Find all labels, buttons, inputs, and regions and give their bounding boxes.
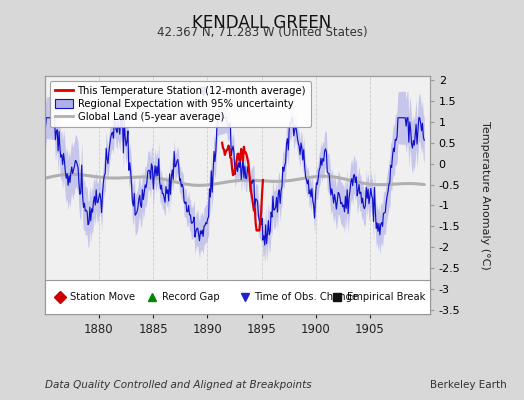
Text: Data Quality Controlled and Aligned at Breakpoints: Data Quality Controlled and Aligned at B… <box>45 380 311 390</box>
Text: KENDALL GREEN: KENDALL GREEN <box>192 14 332 32</box>
Text: Record Gap: Record Gap <box>162 292 220 302</box>
Y-axis label: Temperature Anomaly (°C): Temperature Anomaly (°C) <box>480 121 490 269</box>
Legend: This Temperature Station (12-month average), Regional Expectation with 95% uncer: This Temperature Station (12-month avera… <box>50 81 311 127</box>
Text: Time of Obs. Change: Time of Obs. Change <box>255 292 358 302</box>
Text: Station Move: Station Move <box>70 292 135 302</box>
Text: 42.367 N, 71.283 W (United States): 42.367 N, 71.283 W (United States) <box>157 26 367 39</box>
Text: Berkeley Earth: Berkeley Earth <box>430 380 506 390</box>
Text: Empirical Break: Empirical Break <box>347 292 425 302</box>
